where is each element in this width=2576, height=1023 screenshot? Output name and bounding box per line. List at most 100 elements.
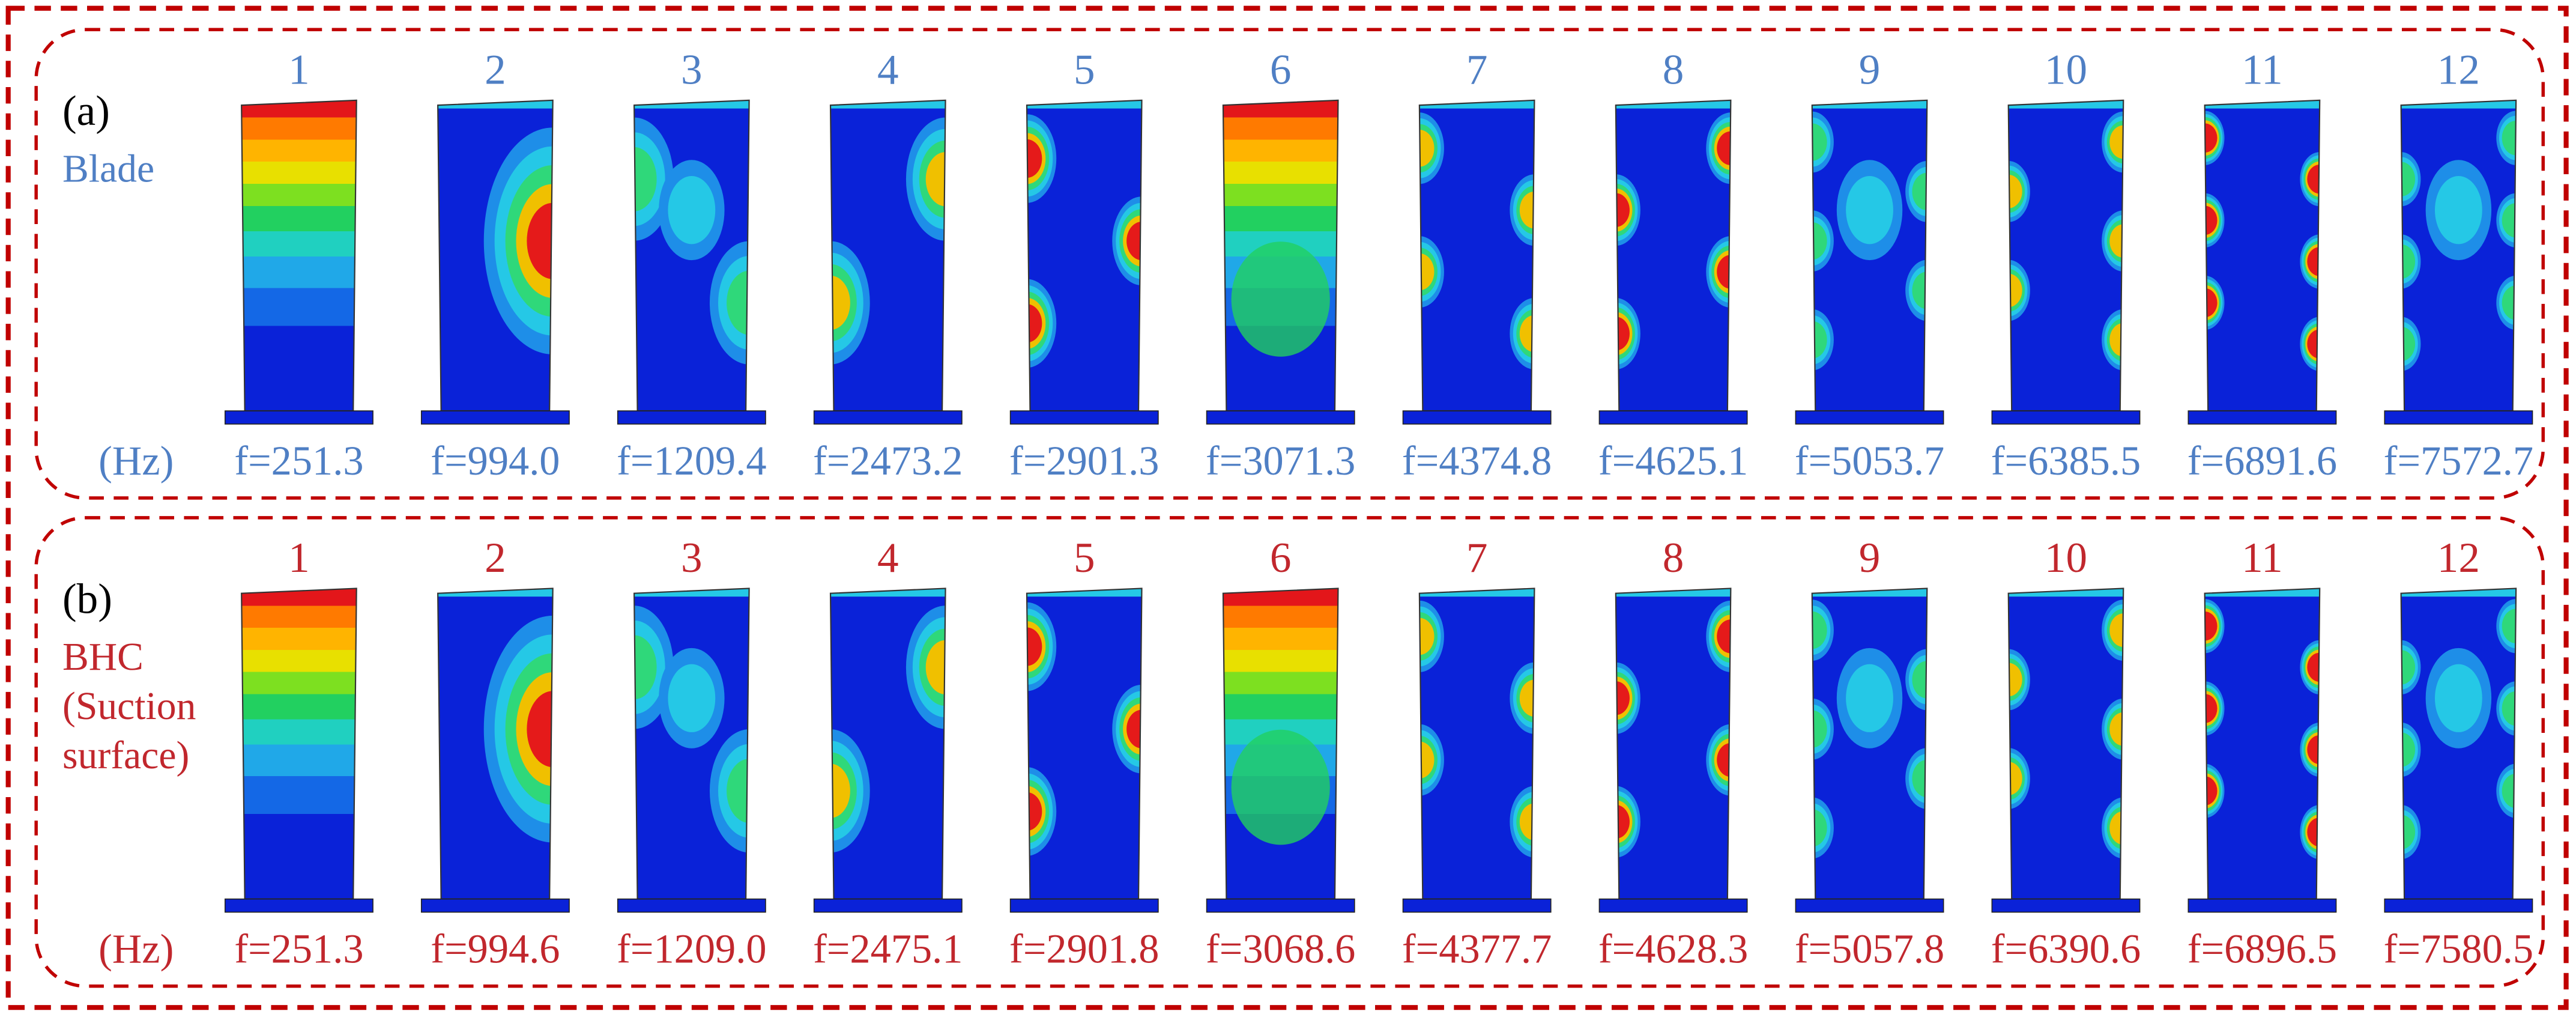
blade-root: [1206, 410, 1355, 425]
panel-label: (b): [62, 575, 112, 622]
mode-shape: [1026, 588, 1142, 899]
frequency-label: f=7580.5: [2384, 926, 2533, 972]
mode-number: 5: [1074, 535, 1095, 581]
contour: [634, 132, 665, 226]
blade-root: [2384, 898, 2533, 913]
blade-root: [225, 410, 373, 425]
frequency-label: f=2473.2: [813, 438, 963, 484]
contour: [2502, 691, 2517, 726]
contour: [2307, 652, 2320, 682]
contour: [634, 620, 665, 714]
contour: [2307, 247, 2320, 276]
contour: [668, 664, 716, 732]
contour: [1615, 681, 1630, 715]
contour: [634, 147, 657, 211]
frequency-label: f=5053.7: [1795, 438, 1944, 484]
contour: [2502, 203, 2517, 238]
contour: [1519, 191, 1535, 229]
contour: [925, 152, 946, 207]
contour: [1519, 315, 1535, 353]
frequency-label: f=2901.8: [1009, 926, 1159, 972]
frequency-label: f=6385.5: [1991, 438, 2141, 484]
contour: [2109, 712, 2124, 746]
blade-root: [617, 898, 766, 913]
contour: [2204, 694, 2218, 723]
mode-shape: [241, 100, 357, 411]
blade-root: [420, 898, 570, 913]
blade-root: [1795, 410, 1944, 425]
contour: [727, 270, 749, 335]
contour: [1812, 710, 1827, 748]
blade-root: [617, 410, 766, 425]
mode-number: 7: [1466, 46, 1488, 93]
contour: [2401, 326, 2416, 362]
mode-shape: [2008, 588, 2124, 899]
contour: [2008, 762, 2022, 795]
contour: [1912, 172, 1927, 211]
panel-name: (Suction: [62, 684, 196, 728]
mode-shape: [2401, 588, 2517, 899]
contour: [2434, 664, 2482, 732]
blade-root: [2187, 898, 2337, 913]
contour: [2109, 323, 2124, 357]
contour: [2307, 164, 2320, 194]
mode-shape: [1812, 100, 1927, 411]
contour: [925, 640, 946, 694]
mode-number: 3: [681, 535, 703, 581]
contour: [241, 588, 357, 899]
contour: [1846, 664, 1893, 732]
mode-number: 8: [1663, 46, 1684, 93]
contour: [1717, 255, 1731, 289]
contour: [1912, 272, 1927, 309]
frequency-label: f=3068.6: [1206, 926, 1355, 972]
contour: [2008, 663, 2022, 697]
mode-number: 9: [1859, 46, 1881, 93]
frequency-label: f=6896.5: [2187, 926, 2337, 972]
blade-root: [1009, 410, 1159, 425]
blade-root: [1402, 898, 1552, 913]
mode-shape: [634, 100, 749, 411]
mode-shape: [1223, 588, 1338, 899]
contour: [1231, 729, 1330, 845]
blade-root: [2187, 410, 2337, 425]
contour: [1126, 222, 1142, 261]
mode-number: 5: [1074, 46, 1095, 93]
contour: [2307, 329, 2320, 359]
frequency-label: f=6891.6: [2187, 438, 2337, 484]
blade-root: [1991, 898, 2141, 913]
blade-root: [225, 898, 373, 913]
mode-shape: [830, 588, 946, 899]
mode-number: 11: [2242, 535, 2283, 581]
contour: [2008, 273, 2022, 308]
mode-number: 8: [1663, 535, 1684, 581]
blade-root: [1991, 410, 2141, 425]
blade-root: [1009, 898, 1159, 913]
contour: [2502, 609, 2517, 643]
contour: [1419, 130, 1435, 167]
mode-shape: [634, 588, 749, 899]
unit-label: (Hz): [98, 926, 174, 972]
contour: [668, 176, 716, 244]
contour: [2502, 773, 2517, 809]
panel-frame: [34, 28, 2545, 500]
frequency-label: f=994.0: [431, 438, 560, 484]
contour: [527, 691, 553, 768]
contour: [634, 635, 657, 700]
mode-number: 10: [2045, 535, 2087, 581]
contour: [1231, 241, 1330, 357]
contour: [527, 202, 553, 279]
mode-shape: [1026, 100, 1142, 411]
contour: [830, 763, 850, 818]
contour: [1026, 792, 1042, 831]
contour: [2434, 176, 2482, 244]
frequency-label: f=2475.1: [813, 926, 963, 972]
blade-root: [813, 410, 963, 425]
panel-frame: [34, 516, 2545, 988]
mode-shape: [1419, 100, 1535, 411]
contour: [1519, 803, 1535, 840]
frequency-label: f=251.3: [234, 438, 363, 484]
blade-root: [420, 410, 570, 425]
frequency-label: f=1209.4: [617, 438, 766, 484]
blade-root: [2384, 410, 2533, 425]
